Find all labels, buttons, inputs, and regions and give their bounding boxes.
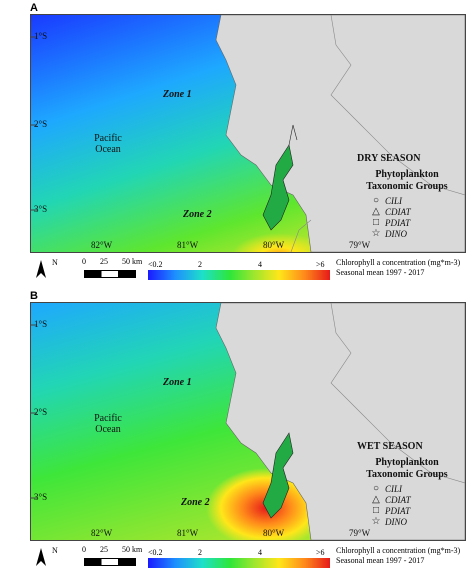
colorbar-title: Chlorophyll a concentration (mg*m-3) Sea… bbox=[336, 258, 460, 278]
zone-1-label: Zone 1 bbox=[163, 89, 192, 100]
colorbar-ticks: <0.2 2 4 >6 bbox=[148, 546, 330, 557]
colorbar-tick: >6 bbox=[316, 548, 325, 557]
season-title: WET SEASON bbox=[357, 441, 423, 452]
scale-tick: 0 bbox=[82, 545, 86, 554]
lon-label-81w: 81°W bbox=[177, 240, 199, 250]
colorbar-subtitle-text: Seasonal mean 1997 - 2017 bbox=[336, 268, 425, 277]
scale-labels: 0 25 50 km bbox=[70, 545, 160, 554]
circle-icon: ○ bbox=[372, 195, 380, 206]
colorbar-subtitle-text: Seasonal mean 1997 - 2017 bbox=[336, 556, 425, 565]
map-footer-a: N 0 25 50 km <0.2 2 4 >6 Chlorophyll a c… bbox=[30, 257, 464, 284]
circle-icon: ○ bbox=[372, 483, 380, 494]
ocean-label: Pacific Ocean bbox=[94, 413, 122, 435]
star-icon: ☆ bbox=[371, 228, 381, 239]
scale-tick: 50 km bbox=[122, 257, 143, 266]
legend-label: PDIAT bbox=[385, 505, 411, 516]
legend-label: DINO bbox=[385, 516, 407, 527]
colorbar-tick: 4 bbox=[258, 260, 262, 269]
colorbar-title-text: Chlorophyll a concentration (mg*m-3) bbox=[336, 258, 461, 267]
triangle-icon: △ bbox=[372, 494, 380, 505]
ocean-label: Pacific Ocean bbox=[94, 133, 122, 155]
legend-item: ○ CILI bbox=[371, 483, 411, 494]
scale-tick: 0 bbox=[82, 257, 86, 266]
groups-title: Phytoplankton Taxonomic Groups bbox=[366, 169, 448, 192]
colorbar-tick: 2 bbox=[198, 548, 202, 557]
legend-item: ☆ DINO bbox=[371, 228, 411, 239]
colorbar-tick: 2 bbox=[198, 260, 202, 269]
zone-2-label: Zone 2 bbox=[181, 497, 210, 508]
north-label: N bbox=[52, 546, 58, 555]
triangle-icon: △ bbox=[372, 206, 380, 217]
north-label: N bbox=[52, 258, 58, 267]
colorbar-title: Chlorophyll a concentration (mg*m-3) Sea… bbox=[336, 546, 460, 566]
lon-label-79w: 79°W bbox=[349, 240, 371, 250]
scale-bar bbox=[84, 558, 136, 566]
legend-label: CILI bbox=[385, 195, 403, 206]
colorbar-title-text: Chlorophyll a concentration (mg*m-3) bbox=[336, 546, 461, 555]
lat-label-1s: 1°S bbox=[34, 319, 48, 329]
colorbar-tick: 4 bbox=[258, 548, 262, 557]
zone-2-label: Zone 2 bbox=[183, 209, 212, 220]
legend-label: DINO bbox=[385, 228, 407, 239]
map-dry-season: 1°S 2°S 3°S 82°W 81°W 80°W 79°W Zone 1 Z… bbox=[30, 14, 466, 253]
colorbar bbox=[148, 270, 330, 280]
north-arrow-icon bbox=[36, 260, 46, 278]
lon-label-82w: 82°W bbox=[91, 528, 113, 538]
panel-letter-b: B bbox=[30, 290, 38, 302]
square-icon: □ bbox=[372, 217, 380, 228]
legend-label: PDIAT bbox=[385, 217, 411, 228]
zone-1-label: Zone 1 bbox=[163, 377, 192, 388]
lon-label-82w: 82°W bbox=[91, 240, 113, 250]
legend-box: ○ CILI △ CDIAT □ PDIAT ☆ DINO bbox=[371, 195, 411, 239]
lon-label-81w: 81°W bbox=[177, 528, 199, 538]
legend-item: △ CDIAT bbox=[371, 494, 411, 505]
north-arrow-icon bbox=[36, 548, 46, 566]
lon-label-79w: 79°W bbox=[349, 528, 371, 538]
map-footer-b: N 0 25 50 km <0.2 2 4 >6 Chlorophyll a c… bbox=[30, 545, 464, 572]
scale-tick: 25 bbox=[100, 257, 108, 266]
colorbar-ticks: <0.2 2 4 >6 bbox=[148, 258, 330, 269]
map-wet-season: 1°S 2°S 3°S 82°W 81°W 80°W 79°W Zone 1 Z… bbox=[30, 302, 466, 541]
legend-box: ○ CILI △ CDIAT □ PDIAT ☆ DINO bbox=[371, 483, 411, 527]
legend-item: □ PDIAT bbox=[371, 505, 411, 516]
square-icon: □ bbox=[372, 505, 380, 516]
colorbar-tick: <0.2 bbox=[148, 548, 163, 557]
colorbar bbox=[148, 558, 330, 568]
legend-label: CDIAT bbox=[385, 206, 411, 217]
legend-item: ○ CILI bbox=[371, 195, 411, 206]
groups-title: Phytoplankton Taxonomic Groups bbox=[366, 457, 448, 480]
scale-labels: 0 25 50 km bbox=[70, 257, 160, 266]
lon-label-80w: 80°W bbox=[263, 240, 285, 250]
lon-label-80w: 80°W bbox=[263, 528, 285, 538]
legend-item: △ CDIAT bbox=[371, 206, 411, 217]
legend-item: □ PDIAT bbox=[371, 217, 411, 228]
colorbar-tick: >6 bbox=[316, 260, 325, 269]
colorbar-tick: <0.2 bbox=[148, 260, 163, 269]
scale-tick: 25 bbox=[100, 545, 108, 554]
scale-tick: 50 km bbox=[122, 545, 143, 554]
lat-label-1s: 1°S bbox=[34, 31, 48, 41]
lat-label-2s: 2°S bbox=[34, 119, 48, 129]
star-icon: ☆ bbox=[371, 516, 381, 527]
lat-label-2s: 2°S bbox=[34, 407, 48, 417]
legend-label: CILI bbox=[385, 483, 403, 494]
legend-label: CDIAT bbox=[385, 494, 411, 505]
lat-label-3s: 3°S bbox=[34, 204, 48, 214]
scale-bar bbox=[84, 270, 136, 278]
panel-letter-a: A bbox=[30, 2, 38, 14]
legend-item: ☆ DINO bbox=[371, 516, 411, 527]
season-title: DRY SEASON bbox=[357, 153, 421, 164]
lat-label-3s: 3°S bbox=[34, 492, 48, 502]
